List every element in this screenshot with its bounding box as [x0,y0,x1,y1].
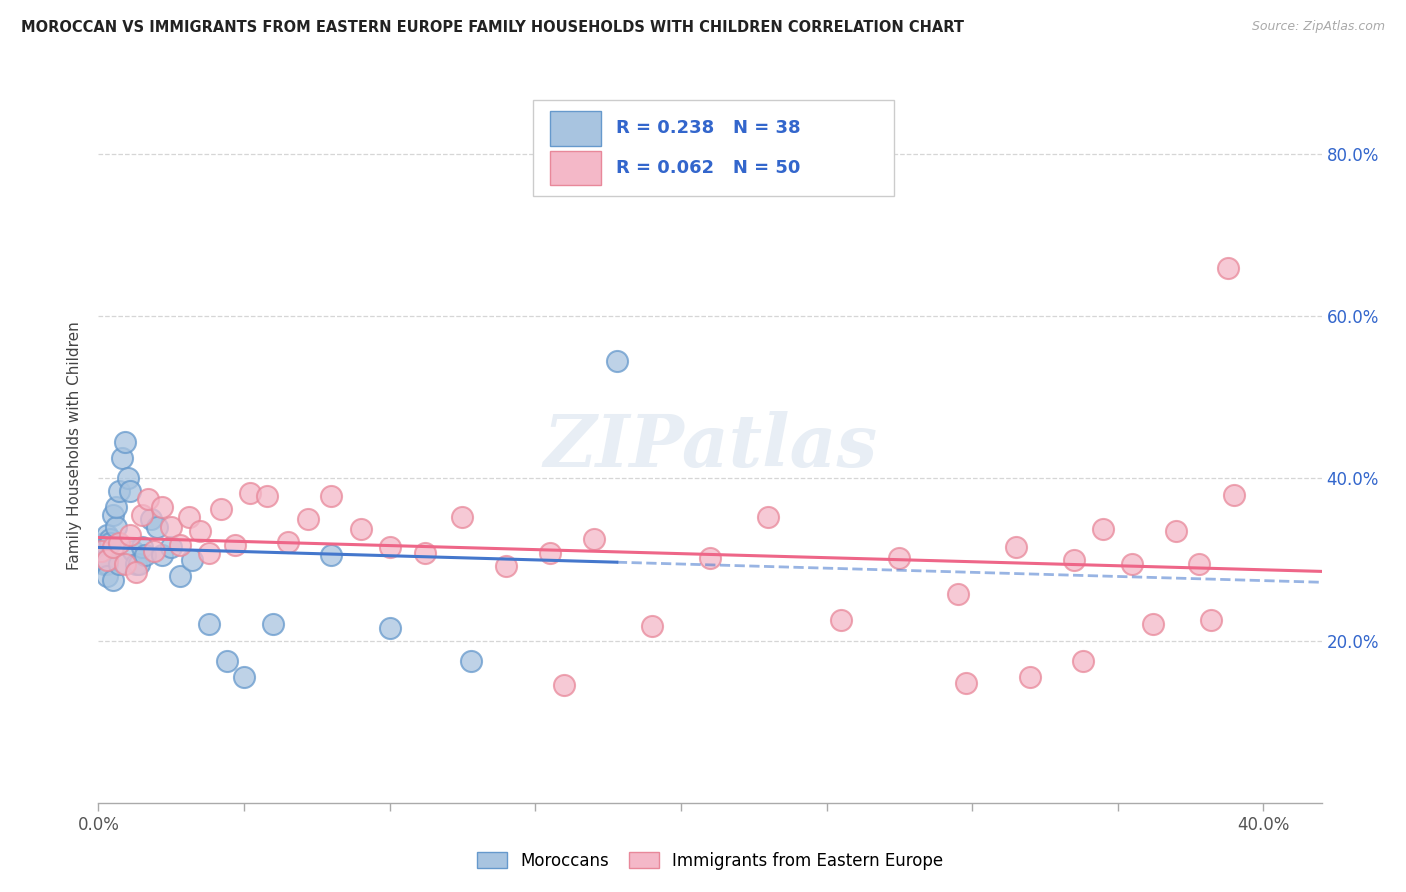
Point [160,541,183,555]
Point [96,528,118,542]
Point [177,510,200,524]
Point [1164,524,1187,538]
Point [90,544,112,558]
Point [641,619,664,633]
Point [104,500,127,514]
Legend: Moroccans, Immigrants from Eastern Europe: Moroccans, Immigrants from Eastern Europ… [470,846,950,877]
Point [108,557,131,571]
Point [538,546,561,560]
Point [134,549,156,563]
Point [1071,654,1094,668]
Point [96,557,118,571]
Point [125,565,148,579]
Point [1142,617,1164,632]
Point [160,520,183,534]
Point [321,549,343,563]
Point [1019,670,1042,684]
Point [460,654,482,668]
Text: ZIPatlas: ZIPatlas [543,410,877,482]
Point [451,510,474,524]
Point [1199,613,1222,627]
Point [96,568,118,582]
Point [93,557,115,571]
Point [180,552,202,566]
Point [756,510,779,524]
Point [114,557,136,571]
Text: R = 0.238   N = 38: R = 0.238 N = 38 [616,120,800,137]
Point [224,538,246,552]
Point [256,489,278,503]
Point [198,546,221,560]
Point [142,544,165,558]
Point [582,533,605,547]
Point [131,541,153,555]
Point [239,486,262,500]
Point [96,552,118,566]
Point [889,550,911,565]
Text: Source: ZipAtlas.com: Source: ZipAtlas.com [1251,20,1385,33]
Point [90,544,112,558]
Point [1092,522,1115,536]
Point [108,536,131,550]
Point [1063,552,1085,566]
Point [117,471,139,485]
Point [111,451,134,466]
Point [98,536,121,550]
Point [152,500,174,514]
Point [169,568,191,582]
Point [139,512,162,526]
Point [101,541,124,555]
FancyBboxPatch shape [550,112,602,145]
Point [125,557,148,571]
Point [233,670,256,684]
Point [108,483,131,498]
Point [90,552,112,566]
Point [830,613,852,627]
Point [262,617,284,632]
Point [413,546,436,560]
Point [136,491,159,506]
Point [1004,541,1026,555]
Point [98,533,121,547]
Point [699,550,721,565]
Point [1121,557,1143,571]
Point [101,508,124,522]
Point [169,538,191,552]
Point [122,544,145,558]
Point [209,502,232,516]
Point [378,622,401,636]
Point [378,541,401,555]
Point [215,654,238,668]
Point [955,675,977,690]
Point [131,508,153,522]
Point [101,573,124,587]
Point [120,483,142,498]
Point [93,536,115,550]
Point [198,617,221,632]
Point [606,354,628,368]
FancyBboxPatch shape [550,151,602,185]
Point [1223,488,1246,502]
Point [188,524,212,538]
Point [120,528,142,542]
Point [946,586,969,600]
Point [349,522,371,536]
Point [104,520,127,534]
Point [321,489,343,503]
Point [114,434,136,449]
Point [553,678,575,692]
Text: R = 0.062   N = 50: R = 0.062 N = 50 [616,159,800,177]
Text: MOROCCAN VS IMMIGRANTS FROM EASTERN EUROPE FAMILY HOUSEHOLDS WITH CHILDREN CORRE: MOROCCAN VS IMMIGRANTS FROM EASTERN EURO… [21,20,965,35]
Point [145,520,167,534]
Point [1218,260,1240,275]
Point [1188,557,1211,571]
Point [495,559,517,574]
Y-axis label: Family Households with Children: Family Households with Children [67,322,83,570]
Point [277,534,299,549]
Point [128,557,150,571]
Point [152,549,174,563]
FancyBboxPatch shape [533,100,893,196]
Point [297,512,319,526]
